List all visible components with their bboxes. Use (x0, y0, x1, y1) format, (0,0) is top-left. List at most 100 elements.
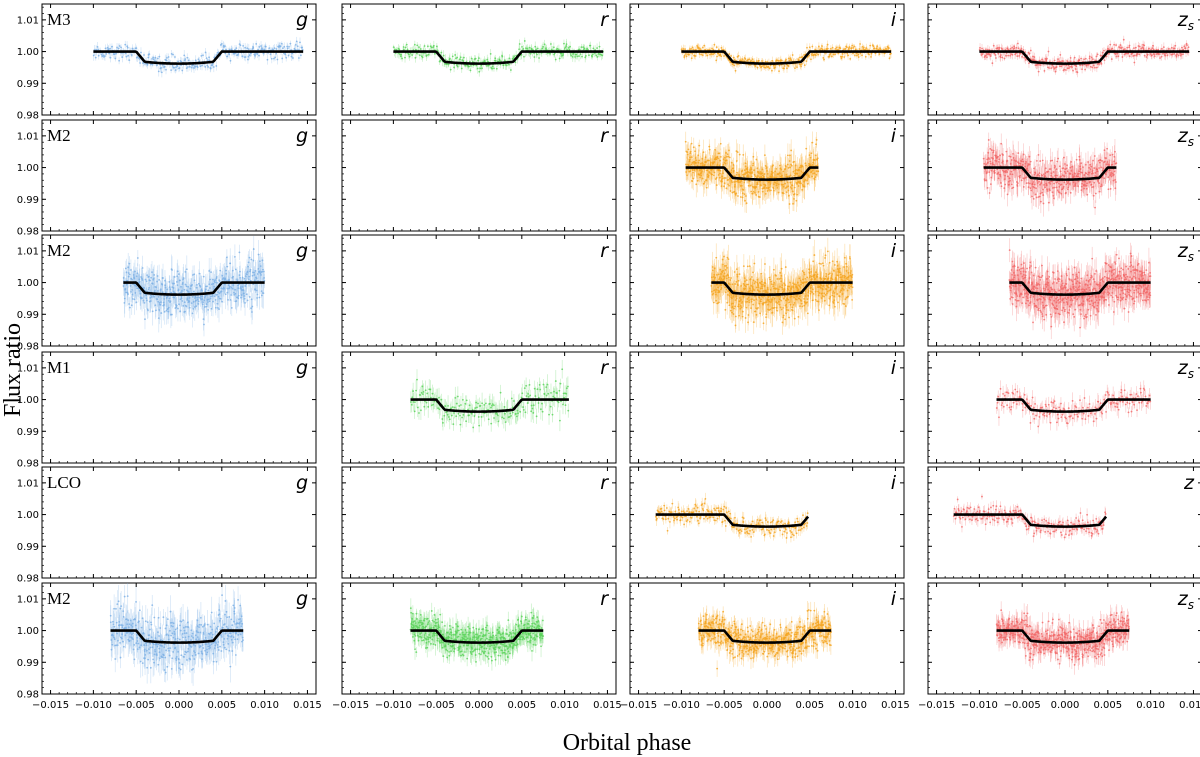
data-point (1125, 52, 1128, 55)
data-point (852, 46, 855, 49)
data-point (730, 55, 732, 57)
data-point (111, 45, 113, 48)
data-point (700, 174, 703, 177)
data-point (1162, 52, 1164, 55)
data-point (1013, 47, 1016, 50)
data-point (779, 167, 782, 170)
data-point (799, 180, 801, 183)
data-point (1175, 55, 1178, 58)
data-point (774, 181, 777, 184)
data-point (518, 43, 521, 45)
data-point (1004, 171, 1007, 174)
data-point (1164, 54, 1167, 57)
data-point (743, 169, 746, 172)
data-point (478, 57, 480, 60)
data-point (982, 157, 985, 160)
data-point (468, 60, 471, 63)
data-point (1008, 155, 1011, 158)
data-point (1028, 52, 1031, 55)
data-point (178, 67, 181, 69)
data-point (167, 56, 170, 58)
data-point (426, 54, 428, 57)
data-point (100, 53, 103, 56)
data-point (701, 170, 703, 173)
data-point (691, 169, 694, 172)
data-point (743, 181, 746, 184)
data-point (1001, 48, 1004, 51)
data-point (1153, 53, 1156, 56)
data-point (282, 47, 284, 50)
data-point (715, 59, 718, 62)
data-point (758, 176, 761, 179)
data-point (1084, 68, 1086, 71)
data-point (478, 70, 481, 73)
data-point (1003, 178, 1006, 181)
data-point (215, 65, 218, 67)
data-point (791, 184, 794, 187)
data-point (595, 54, 598, 57)
data-point (990, 176, 993, 179)
transit-model-line (685, 166, 819, 181)
data-point (1091, 58, 1094, 61)
data-point (1101, 51, 1104, 54)
data-point (718, 176, 721, 179)
data-point (775, 184, 778, 187)
data-point (732, 169, 735, 172)
data-point (995, 154, 997, 157)
data-point (589, 44, 592, 47)
data-point (1167, 47, 1170, 50)
data-point (800, 63, 803, 65)
data-point (736, 171, 738, 174)
data-point (835, 46, 838, 49)
data-point (725, 155, 728, 158)
data-point (699, 162, 702, 165)
data-point (826, 43, 829, 46)
panel-frame (629, 3, 905, 116)
data-point (749, 64, 751, 66)
data-point (564, 46, 567, 49)
data-point (591, 53, 594, 56)
data-point (813, 159, 816, 161)
data-point (816, 157, 819, 160)
data-point (1009, 47, 1012, 50)
data-point (716, 163, 719, 166)
data-point (253, 53, 256, 56)
data-point (1020, 47, 1023, 50)
data-point (1023, 56, 1026, 59)
data-point (719, 172, 721, 175)
data-point (427, 53, 430, 56)
data-point (1057, 58, 1059, 61)
data-point (477, 59, 480, 62)
data-point (760, 65, 763, 68)
data-point (859, 43, 861, 45)
data-point (193, 67, 195, 69)
data-point (983, 178, 986, 181)
data-point (429, 45, 432, 48)
data-point (764, 192, 767, 195)
data-point (1133, 61, 1136, 64)
data-point (1005, 169, 1007, 172)
data-point (1017, 47, 1020, 50)
data-point (206, 59, 209, 62)
data-point (847, 54, 849, 57)
data-point (279, 45, 282, 48)
data-point (710, 53, 713, 56)
data-point (756, 167, 759, 170)
data-point (789, 174, 792, 177)
data-point (698, 47, 701, 50)
data-point (563, 48, 566, 50)
data-point (549, 52, 552, 55)
data-point (869, 44, 872, 47)
data-point (558, 57, 561, 60)
data-point (725, 187, 728, 190)
data-point (563, 42, 565, 45)
data-point (992, 149, 995, 152)
data-point (393, 48, 396, 51)
data-point (495, 67, 498, 70)
data-point (687, 164, 690, 167)
data-point (739, 196, 742, 198)
data-point (1145, 56, 1148, 58)
data-point (242, 44, 245, 47)
y-tick-label: 1.01 (17, 131, 39, 142)
data-point (785, 173, 788, 176)
